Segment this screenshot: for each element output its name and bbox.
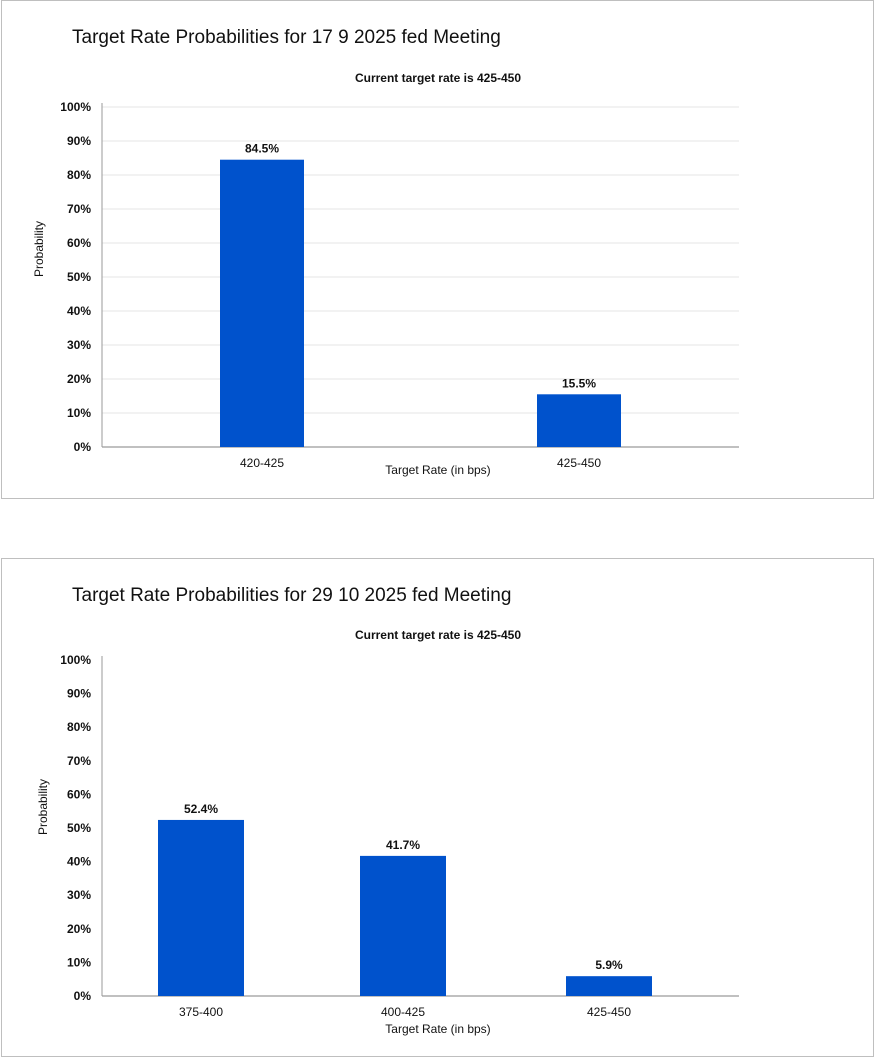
chart-panel-2: Target Rate Probabilities for 29 10 2025…	[1, 558, 874, 1057]
y-tick-label: 20%	[67, 372, 91, 386]
bar	[158, 819, 244, 996]
y-tick-label: 90%	[67, 687, 91, 701]
y-tick-label: 0%	[74, 989, 92, 1003]
y-tick-label: 70%	[67, 754, 91, 768]
x-tick-label: 425-450	[587, 1005, 631, 1019]
x-tick-label: 420-425	[240, 456, 284, 470]
y-tick-label: 100%	[60, 653, 91, 667]
x-tick-label: 375-400	[179, 1005, 223, 1019]
bar-value-label: 52.4%	[184, 802, 218, 816]
bar	[537, 394, 621, 447]
x-axis-label: Target Rate (in bps)	[385, 463, 490, 477]
y-tick-label: 70%	[67, 202, 91, 216]
y-tick-label: 40%	[67, 304, 91, 318]
y-tick-label: 90%	[67, 134, 91, 148]
chart-title: Target Rate Probabilities for 17 9 2025 …	[72, 27, 501, 48]
y-tick-label: 30%	[67, 338, 91, 352]
bar	[566, 976, 652, 996]
y-tick-label: 100%	[60, 100, 91, 114]
y-tick-label: 50%	[67, 821, 91, 835]
y-axis-label: Probability	[36, 779, 50, 835]
y-tick-label: 80%	[67, 168, 91, 182]
y-tick-label: 40%	[67, 855, 91, 869]
y-tick-label: 60%	[67, 787, 91, 801]
bar-chart-1: Current target rate is 425-450 0% 10% 20% 30…	[32, 71, 739, 477]
y-tick-label: 60%	[67, 236, 91, 250]
chart-subtitle: Current target rate is 425-450	[355, 71, 521, 85]
y-tick-label: 10%	[67, 955, 91, 969]
bar-value-label: 15.5%	[562, 376, 596, 390]
chart-panel-1: Target Rate Probabilities for 17 9 2025 …	[1, 0, 874, 499]
y-tick-label: 50%	[67, 270, 91, 284]
bar-chart-2: Current target rate is 425-450 0% 10% 20% 30…	[36, 628, 739, 1036]
bar-value-label: 84.5%	[245, 142, 279, 156]
chart-subtitle: Current target rate is 425-450	[355, 628, 521, 642]
y-axis-label: Probability	[32, 221, 46, 277]
y-tick-label: 30%	[67, 888, 91, 902]
bar-value-label: 41.7%	[386, 838, 420, 852]
x-tick-label: 400-425	[381, 1005, 425, 1019]
y-tick-label: 80%	[67, 720, 91, 734]
x-tick-label: 425-450	[557, 456, 601, 470]
bar	[220, 159, 304, 447]
chart-title: Target Rate Probabilities for 29 10 2025…	[72, 585, 512, 606]
bar	[360, 855, 446, 996]
bar-value-label: 5.9%	[595, 958, 623, 972]
x-axis-label: Target Rate (in bps)	[385, 1022, 490, 1036]
y-tick-label: 0%	[74, 440, 92, 454]
y-tick-label: 10%	[67, 406, 91, 420]
y-tick-label: 20%	[67, 922, 91, 936]
